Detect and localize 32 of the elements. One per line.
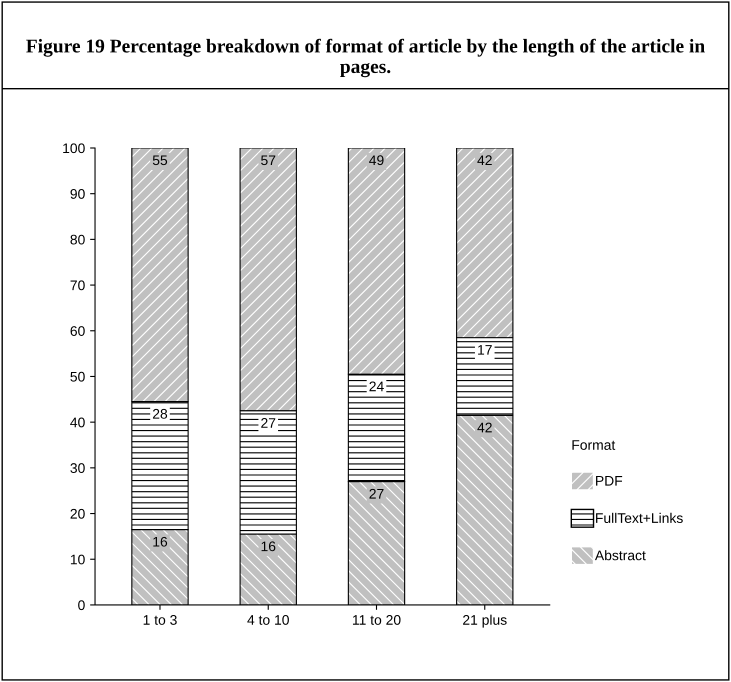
x-tick-label: 11 to 20 <box>352 615 401 625</box>
data-label: 16 <box>153 536 168 547</box>
y-tick-label: 20 <box>70 508 85 519</box>
data-label: 17 <box>478 345 492 355</box>
y-tick-label: 70 <box>70 280 85 290</box>
data-label: 57 <box>261 155 276 166</box>
y-tick-label: 60 <box>70 326 85 336</box>
data-label: 28 <box>152 408 168 419</box>
legend-title: Format <box>572 440 616 450</box>
y-tick-label: 10 <box>70 554 85 564</box>
data-label: 27 <box>261 418 276 428</box>
y-tick-label: 90 <box>70 189 85 199</box>
data-label: 27 <box>369 488 384 499</box>
x-tick-label: 1 to 3 <box>144 615 177 625</box>
legend-label: PDF <box>596 476 622 486</box>
legend-label: Abstract <box>594 550 646 560</box>
x-tick-label: 21 plus <box>463 614 507 628</box>
data-label: 42 <box>477 422 492 432</box>
data-label: 16 <box>262 541 276 552</box>
y-tick-label: 50 <box>70 372 85 382</box>
y-tick-label: 40 <box>70 417 85 428</box>
y-tick-label: 0 <box>78 600 85 610</box>
chart-title: Figure 19 Percentage breakdown of format of article by the length of the article in pages. <box>26 38 705 78</box>
x-tick-label: 4 to 10 <box>247 615 289 625</box>
data-label: 24 <box>369 381 384 392</box>
data-label: 49 <box>369 155 384 166</box>
y-tick-label: 80 <box>70 234 85 245</box>
data-label: 42 <box>477 155 492 166</box>
y-tick-label: 100 <box>63 143 85 154</box>
y-tick-label: 30 <box>70 463 85 474</box>
data-label: 55 <box>152 155 168 166</box>
legend-label: FullText+Links <box>596 512 683 524</box>
